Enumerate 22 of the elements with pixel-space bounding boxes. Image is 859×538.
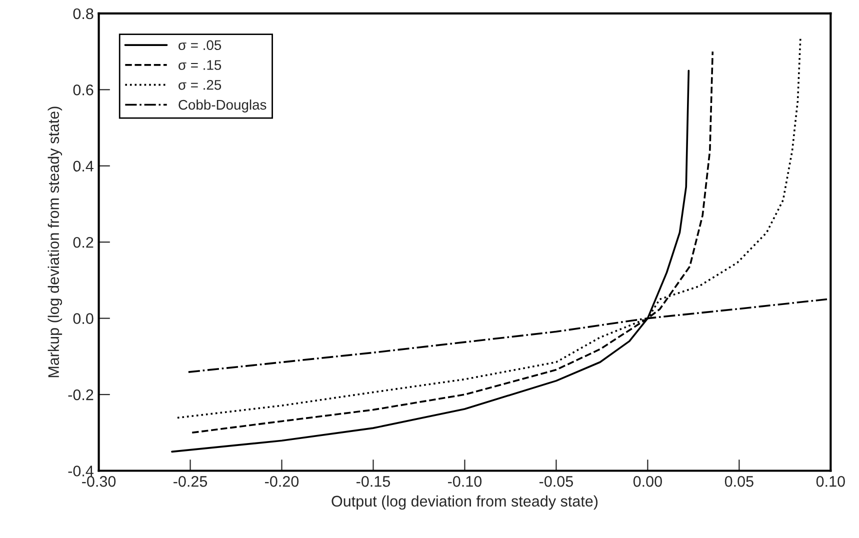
y-tick-label: -0.4 — [68, 466, 94, 476]
x-axis-title: Output (log deviation from steady state) — [332, 495, 598, 510]
x-tick-label: 0.00 — [633, 476, 662, 487]
y-tick-label: 0.8 — [73, 8, 94, 20]
y-tick-label: 0.6 — [73, 84, 94, 96]
x-tick-label: -0.20 — [265, 476, 299, 487]
y-axis-title: Markup (log deviation from steady state) — [48, 106, 62, 378]
legend-label: Cobb-Douglas — [178, 100, 266, 112]
y-tick-label: 0.0 — [73, 313, 94, 324]
x-tick-label: 0.05 — [724, 476, 754, 487]
x-tick-label: -0.30 — [82, 476, 116, 487]
x-tick-label: -0.05 — [539, 476, 573, 487]
x-tick-label: -0.25 — [174, 476, 208, 487]
y-tick-label: 0.2 — [73, 236, 94, 248]
legend-label: σ = .15 — [178, 60, 222, 70]
y-tick-label: 0.4 — [73, 160, 94, 172]
x-tick-label: -0.10 — [448, 476, 482, 487]
y-tick-label: -0.2 — [68, 389, 94, 400]
legend-label: σ = .05 — [178, 40, 222, 50]
x-tick-label: 0.10 — [816, 476, 845, 487]
legend-label: σ = .25 — [178, 80, 222, 90]
x-tick-label: -0.15 — [356, 476, 390, 487]
